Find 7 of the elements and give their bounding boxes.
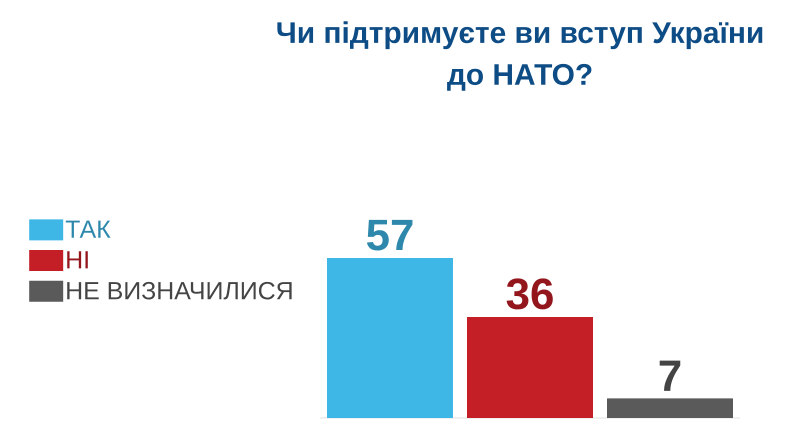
legend-label: ТАК (66, 220, 111, 238)
chart-title: Чи підтримуєте ви вступ України до НАТО? (277, 21, 762, 91)
data-label: 7 (660, 360, 680, 391)
legend-label: НІ (67, 251, 88, 268)
legend-label: НЕ ВИЗНАЧИЛИСЯ (67, 282, 292, 300)
data-label: 36 (506, 278, 553, 310)
data-label: 57 (366, 220, 412, 250)
